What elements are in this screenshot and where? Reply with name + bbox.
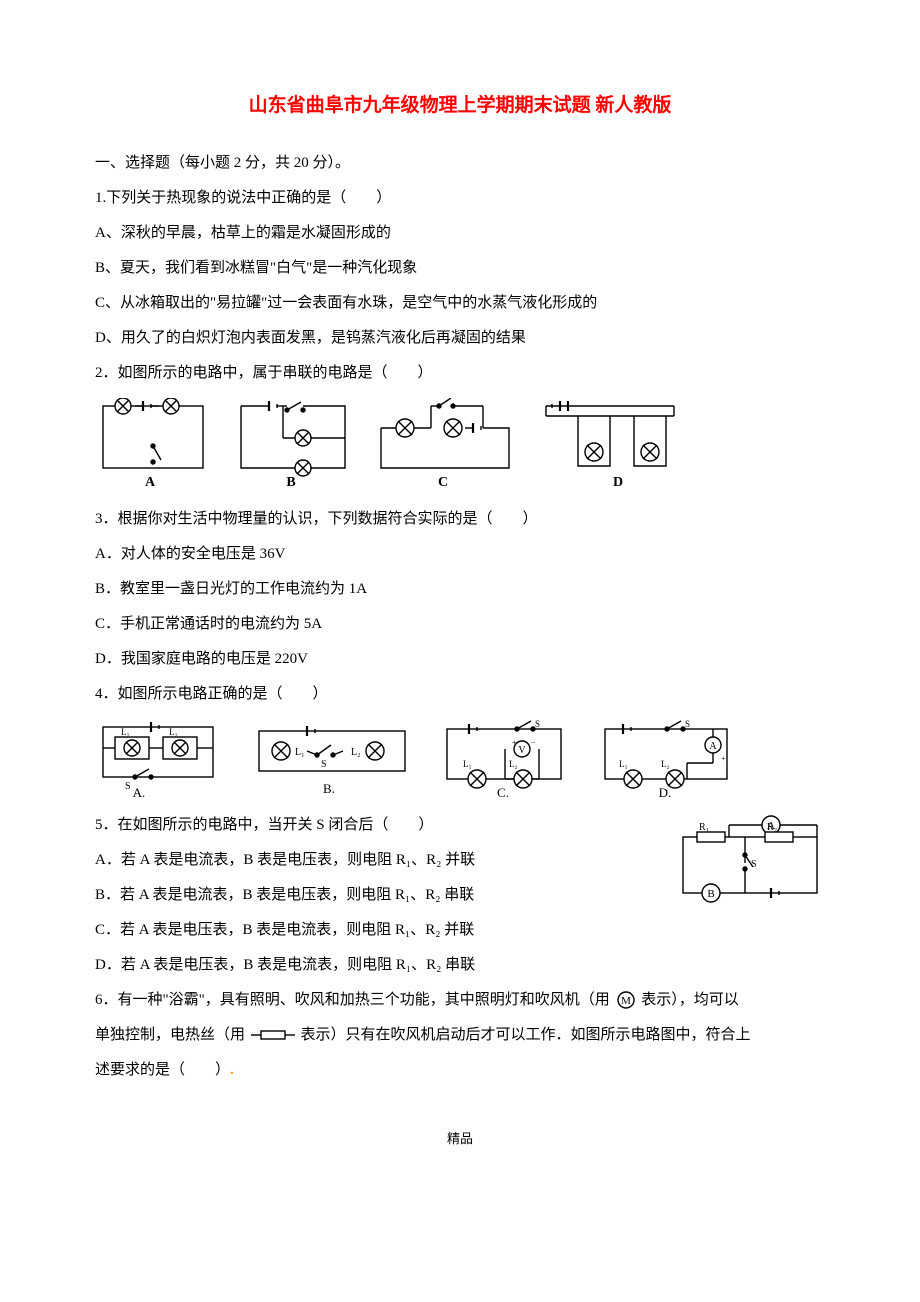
q6-line1: 6．有一种"浴霸"，具有照明、吹风和加热三个功能，其中照明灯和吹风机（用 M 表… (95, 984, 825, 1017)
q4-diagram-A: L₁ L₂ S A. (95, 719, 223, 799)
svg-text:A: A (145, 475, 156, 490)
svg-text:L₂: L₂ (351, 747, 361, 758)
svg-text:D: D (613, 475, 623, 490)
svg-text:L₁: L₁ (121, 727, 130, 737)
q6-line3: 述要求的是（ ）. (95, 1054, 825, 1087)
q6-part4: 表示）只有在吹风机启动后才可以工作．如图所示电路图中，符合上 (301, 1027, 751, 1043)
heater-icon (251, 1019, 295, 1052)
q5-C: C．若 A 表是电压表，B 表是电流表，则电阻 R₁、R₂ 并联 (95, 914, 645, 947)
svg-text:C.: C. (497, 785, 509, 799)
svg-text:−: − (531, 738, 536, 747)
svg-text:L₁: L₁ (619, 759, 628, 769)
footer-label: 精品 (95, 1125, 825, 1154)
q4-diagram-B: L₁ S L₂ B. (251, 719, 411, 799)
q2-stem: 2．如图所示的电路中，属于串联的电路是（ ） (95, 357, 825, 390)
q1-C: C、从冰箱取出的"易拉罐"过一会表面有水珠，是空气中的水蒸气液化形成的 (95, 287, 825, 320)
q3-A: A．对人体的安全电压是 36V (95, 538, 825, 571)
svg-text:B.: B. (323, 781, 335, 796)
svg-text:B: B (286, 475, 295, 490)
svg-text:S: S (321, 759, 327, 770)
q1-D: D、用久了的白炽灯泡内表面发黑，是钨蒸汽液化后再凝固的结果 (95, 322, 825, 355)
q6-line2: 单独控制，电热丝（用 表示）只有在吹风机启动后才可以工作．如图所示电路图中，符合… (95, 1019, 825, 1052)
svg-text:A: A (709, 741, 717, 752)
svg-text:M: M (621, 995, 631, 1007)
q6-part2: 表示），均可以 (641, 992, 739, 1008)
svg-text:L₂: L₂ (169, 727, 178, 737)
q4-diagrams: L₁ L₂ S A. L₁ S L₂ B. S (95, 719, 825, 799)
svg-text:R₂: R₂ (767, 822, 777, 833)
q5-D: D．若 A 表是电压表，B 表是电流表，则电阻 R₁、R₂ 串联 (95, 949, 645, 982)
svg-text:+: + (512, 738, 517, 747)
q4-stem: 4．如图所示电路正确的是（ ） (95, 678, 825, 711)
q3-stem: 3．根据你对生活中物理量的认识，下列数据符合实际的是（ ） (95, 503, 825, 536)
q3-C: C．手机正常通话时的电流约为 5A (95, 608, 825, 641)
svg-text:S: S (535, 719, 540, 729)
q1-A: A、深秋的早晨，枯草上的霜是水凝固形成的 (95, 217, 825, 250)
q5-diagram: A R₁ R₂ S B (675, 815, 825, 910)
svg-text:S: S (751, 859, 757, 870)
q5-stem: 5．在如图所示的电路中，当开关 S 闭合后（ ） (95, 809, 645, 842)
q6-part1: 6．有一种"浴霸"，具有照明、吹风和加热三个功能，其中照明灯和吹风机（用 (95, 992, 610, 1008)
section-header: 一、选择题（每小题 2 分，共 20 分）。 (95, 147, 825, 180)
q1-stem: 1.下列关于热现象的说法中正确的是（ ） (95, 182, 825, 215)
svg-text:C: C (438, 475, 448, 490)
q6-part5: 述要求的是（ ） (95, 1062, 230, 1078)
svg-text:L₁: L₁ (295, 747, 305, 758)
q2-diagrams: A B C (95, 398, 825, 493)
svg-text:L₁: L₁ (463, 759, 472, 769)
svg-text:D.: D. (659, 785, 672, 799)
motor-icon: M (616, 984, 636, 1017)
svg-text:R₁: R₁ (699, 822, 709, 833)
svg-text:L₂: L₂ (509, 759, 518, 769)
svg-text:B: B (707, 888, 714, 900)
q6-part3: 单独控制，电热丝（用 (95, 1027, 245, 1043)
svg-text:L₂: L₂ (661, 759, 670, 769)
q4-diagram-D: S A + L₁ L₂ D. (597, 719, 735, 799)
q3-B: B．教室里一盏日光灯的工作电流约为 1A (95, 573, 825, 606)
q2-diagram-A: A (95, 398, 213, 493)
q5-A: A．若 A 表是电流表，B 表是电压表，则电阻 R₁、R₂ 并联 (95, 844, 645, 877)
svg-text:A.: A. (133, 785, 146, 799)
q3-D: D．我国家庭电路的电压是 220V (95, 643, 825, 676)
orange-dot: . (230, 1062, 234, 1078)
svg-text:V: V (518, 745, 526, 756)
q2-diagram-B: B (233, 398, 353, 493)
q1-B: B、夏天，我们看到冰糕冒"白气"是一种汽化现象 (95, 252, 825, 285)
q5-B: B．若 A 表是电流表，B 表是电压表，则电阻 R₁、R₂ 串联 (95, 879, 645, 912)
svg-text:+: + (721, 754, 726, 763)
q4-diagram-C: S L₁ L₂ V + − C. (439, 719, 569, 799)
svg-text:S: S (125, 781, 131, 792)
q2-diagram-D: D (538, 398, 683, 493)
q2-diagram-C: C (373, 398, 518, 493)
page-title: 山东省曲阜市九年级物理上学期期末试题 新人教版 (95, 85, 825, 127)
svg-text:S: S (685, 719, 690, 729)
